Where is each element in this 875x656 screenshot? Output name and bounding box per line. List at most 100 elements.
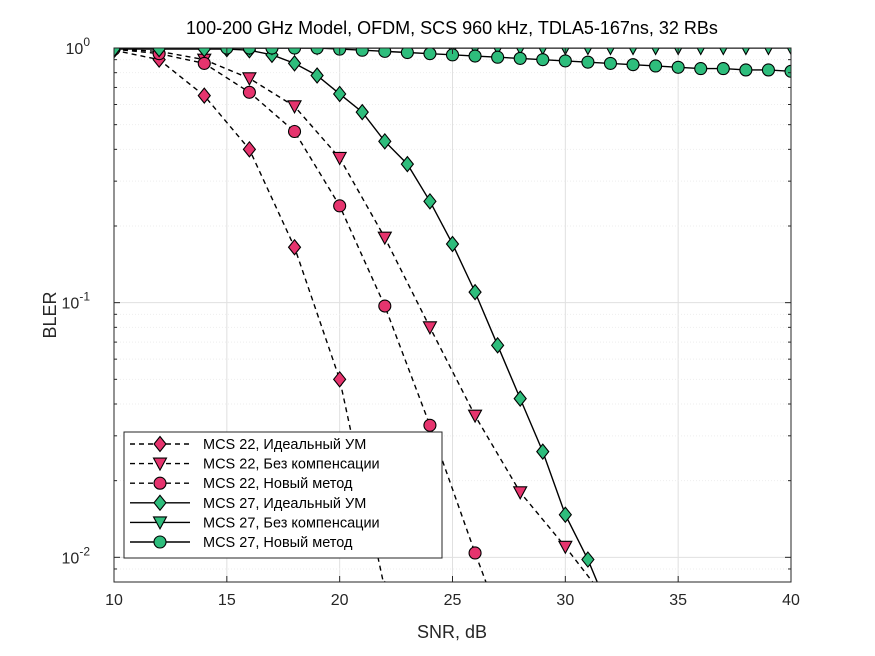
- data-point: [152, 48, 166, 58]
- data-point: [287, 238, 302, 256]
- legend-label: MCS 27, Без компенсации: [203, 515, 380, 531]
- series-layer: [114, 48, 791, 582]
- data-point: [423, 418, 437, 432]
- data-point: [558, 54, 572, 68]
- data-point: [378, 299, 392, 313]
- data-point: [242, 140, 257, 158]
- data-point: [287, 124, 302, 139]
- y-tick-label: 10-2: [62, 544, 91, 567]
- data-point: [581, 55, 595, 69]
- data-point: [581, 551, 595, 568]
- y-tick-label: 100: [66, 35, 91, 58]
- legend-marker: [152, 457, 168, 472]
- data-point: [332, 151, 348, 166]
- y-tick-base: 10: [62, 296, 80, 313]
- data-point: [467, 409, 483, 424]
- y-tick-base: 10: [62, 550, 80, 567]
- series-group: [114, 48, 487, 582]
- data-point: [377, 231, 393, 246]
- legend-label: MCS 27, Идеальный УМ: [203, 496, 366, 512]
- data-point: [114, 48, 121, 58]
- data-point: [761, 63, 775, 77]
- data-point: [468, 283, 482, 301]
- series-line: [114, 48, 487, 582]
- data-point: [242, 48, 256, 55]
- data-point: [197, 87, 211, 105]
- legend-label: MCS 22, Без компенсации: [203, 457, 380, 473]
- y-tick-exponent: 0: [83, 35, 90, 49]
- data-point: [558, 506, 573, 524]
- data-point: [355, 103, 369, 121]
- x-axis-label: SNR, dB: [417, 622, 487, 642]
- legend-label: MCS 27, Новый метод: [203, 535, 353, 551]
- legend-marker: [152, 516, 168, 531]
- x-tick-label: 10: [105, 592, 123, 609]
- data-point: [716, 62, 730, 76]
- legend-label: MCS 22, Идеальный УМ: [203, 437, 366, 453]
- legend-marker: [153, 435, 167, 453]
- data-point: [536, 443, 550, 461]
- data-point: [310, 67, 324, 84]
- data-point: [310, 48, 324, 55]
- y-tick-exponent: -2: [79, 544, 90, 558]
- data-point: [603, 56, 618, 70]
- data-point: [513, 390, 527, 407]
- data-point: [423, 48, 437, 61]
- data-point: [333, 199, 347, 213]
- data-point: [383, 580, 386, 582]
- series-group: [114, 48, 598, 582]
- legend-box: [123, 431, 443, 559]
- data-point: [784, 64, 791, 78]
- data-point: [422, 321, 438, 335]
- data-point: [242, 85, 256, 99]
- data-point: [265, 48, 279, 55]
- y-axis-label: BLER: [40, 291, 60, 338]
- grid: [113, 47, 792, 582]
- data-point: [694, 62, 708, 76]
- data-point: [197, 56, 211, 70]
- legend-marker: [153, 476, 167, 490]
- x-tick-label: 35: [669, 592, 687, 609]
- data-point: [649, 59, 663, 73]
- data-point: [536, 53, 550, 67]
- data-point: [378, 132, 392, 150]
- data-point: [468, 49, 482, 63]
- data-point: [423, 192, 437, 210]
- data-point: [287, 100, 302, 115]
- data-point: [445, 235, 460, 253]
- x-tick-label: 15: [218, 592, 236, 609]
- data-point: [491, 50, 505, 64]
- x-tick-label: 25: [444, 592, 462, 609]
- data-point: [332, 85, 347, 103]
- legend-marker: [153, 494, 167, 512]
- data-point: [512, 486, 528, 500]
- data-point: [241, 72, 257, 87]
- data-point: [287, 48, 302, 55]
- y-tick-exponent: -1: [79, 290, 90, 304]
- legend: MCS 22, Идеальный УМ MCS 22, Без компенса…: [123, 431, 443, 559]
- data-point: [197, 48, 211, 58]
- data-point: [378, 48, 392, 58]
- data-point: [739, 63, 753, 77]
- y-tick-label: 10-1: [62, 290, 91, 313]
- x-tick-label: 30: [556, 592, 574, 609]
- data-point: [400, 155, 415, 173]
- x-tick-label: 20: [331, 592, 349, 609]
- chart-title: 100-200 GHz Model, OFDM, SCS 960 kHz, TD…: [186, 18, 718, 38]
- data-point: [490, 336, 505, 354]
- data-point: [557, 540, 573, 555]
- series-line: [114, 48, 594, 582]
- data-point: [287, 55, 302, 72]
- x-tick-label: 40: [782, 592, 800, 609]
- data-point: [400, 48, 414, 60]
- data-point: [626, 58, 640, 72]
- legend-label: MCS 22, Новый метод: [203, 476, 353, 492]
- data-point: [355, 48, 369, 57]
- legend-marker: [153, 535, 167, 549]
- data-point: [332, 370, 347, 388]
- data-point: [671, 60, 685, 74]
- y-tick-base: 10: [66, 41, 84, 58]
- data-point: [513, 51, 527, 65]
